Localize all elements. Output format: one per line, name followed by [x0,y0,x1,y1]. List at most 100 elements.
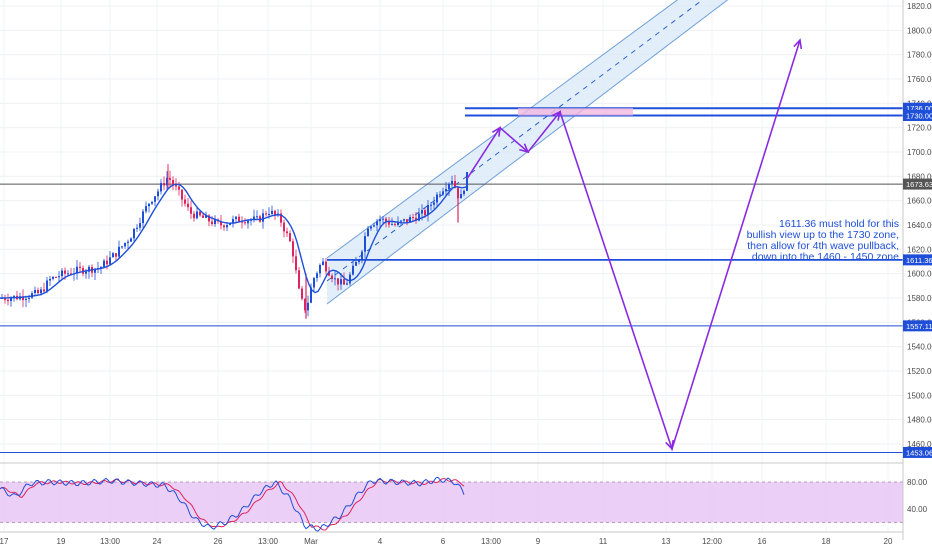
candle-body [226,224,228,228]
x-tick-label: 17 [0,537,9,546]
y-tick-label: 1480.00 [907,416,932,425]
x-tick-label: 16 [758,537,767,546]
candle-body [454,180,456,188]
candle-body [322,261,324,265]
candle-body [79,266,81,268]
candle-body [346,283,348,285]
candle-body [94,268,96,273]
candle-body [169,177,171,180]
candle-body [127,241,129,243]
candle-body [349,274,351,284]
candle-body [316,273,318,279]
candle-body [403,219,405,221]
candle-body [37,289,39,294]
candle-body [163,183,165,186]
candle-body [367,228,369,237]
candle-body [154,196,156,202]
x-tick-label: 20 [884,537,893,546]
candle-body [229,223,231,225]
candle-body [109,257,111,265]
target-zone [518,108,633,116]
candle-body [115,253,117,257]
projection-layer [466,38,803,452]
candle-body [25,298,27,301]
candle-body [244,222,246,224]
x-tick-label: 26 [214,537,223,546]
price-tag-label: 1453.06 [906,448,932,457]
candle-body [28,297,30,299]
candle-body [415,217,417,221]
candle-body [256,216,258,218]
candle-body [451,180,453,184]
channel-mid-line [326,0,704,282]
candle-body [355,261,357,266]
candle-body [10,298,12,302]
x-tick-label: 6 [441,537,446,546]
x-tick-label: 13:00 [258,537,279,546]
candle-body [55,276,57,278]
y-tick-label: 1500.00 [907,391,932,400]
x-tick-label: 13:00 [100,537,121,546]
candle-body [313,278,315,288]
candle-body [370,226,372,229]
price-tag [903,178,932,190]
candle-body [400,220,402,222]
annotation-line: 1611.36 must hold for this [779,218,899,230]
candle-body [418,213,420,221]
candle-body [433,202,435,205]
price-tag [903,102,932,114]
candle-body [151,201,153,204]
candle-body [70,273,72,275]
channel-upper-line [326,0,679,259]
x-tick-label: 19 [57,537,66,546]
candle-body [199,211,201,216]
candle-body [103,260,105,267]
x-tick-label: Mar [304,537,318,546]
candle-body [289,233,291,242]
x-tick-label: 18 [822,537,831,546]
candle-body [298,270,300,289]
candle-body [130,238,132,242]
candle-body [445,189,447,192]
candle-body [283,222,285,232]
candle-body [202,215,204,218]
candle-body [424,210,426,216]
candle-body [121,246,123,248]
candle-body [235,216,237,219]
y-tick-label: 1780.00 [907,51,932,60]
candle-body [361,251,363,260]
candle-body [421,210,423,214]
candle-body [67,273,69,275]
candle-body [262,213,264,222]
x-tick-label: 12:00 [702,537,723,546]
candle-body [205,215,207,218]
oscillator-band-layer [0,481,903,523]
candle-body [190,207,192,214]
candle-body [139,223,141,228]
candle-body [172,179,174,185]
level-layer [0,107,903,453]
y-tick-label: 1720.00 [907,124,932,133]
candle-body [133,228,135,239]
projection-arrowhead [665,439,674,451]
osc-tick-label: 80.00 [907,478,928,487]
candle-body [448,183,450,190]
candle-body [148,203,150,207]
y-tick-label: 1580.00 [907,294,932,303]
candle-body [118,246,120,257]
candle-body [214,219,216,225]
candle-body [373,225,375,227]
x-tick-label: 9 [536,537,541,546]
candle-body [379,219,381,222]
candle-body [49,278,51,281]
candle-body [64,270,66,274]
candle-body [184,199,186,204]
candle-body [196,211,198,219]
y-tick-label: 1800.00 [907,26,932,35]
candle-body [319,264,321,274]
candle-body [340,279,342,285]
candle-body [325,261,327,272]
